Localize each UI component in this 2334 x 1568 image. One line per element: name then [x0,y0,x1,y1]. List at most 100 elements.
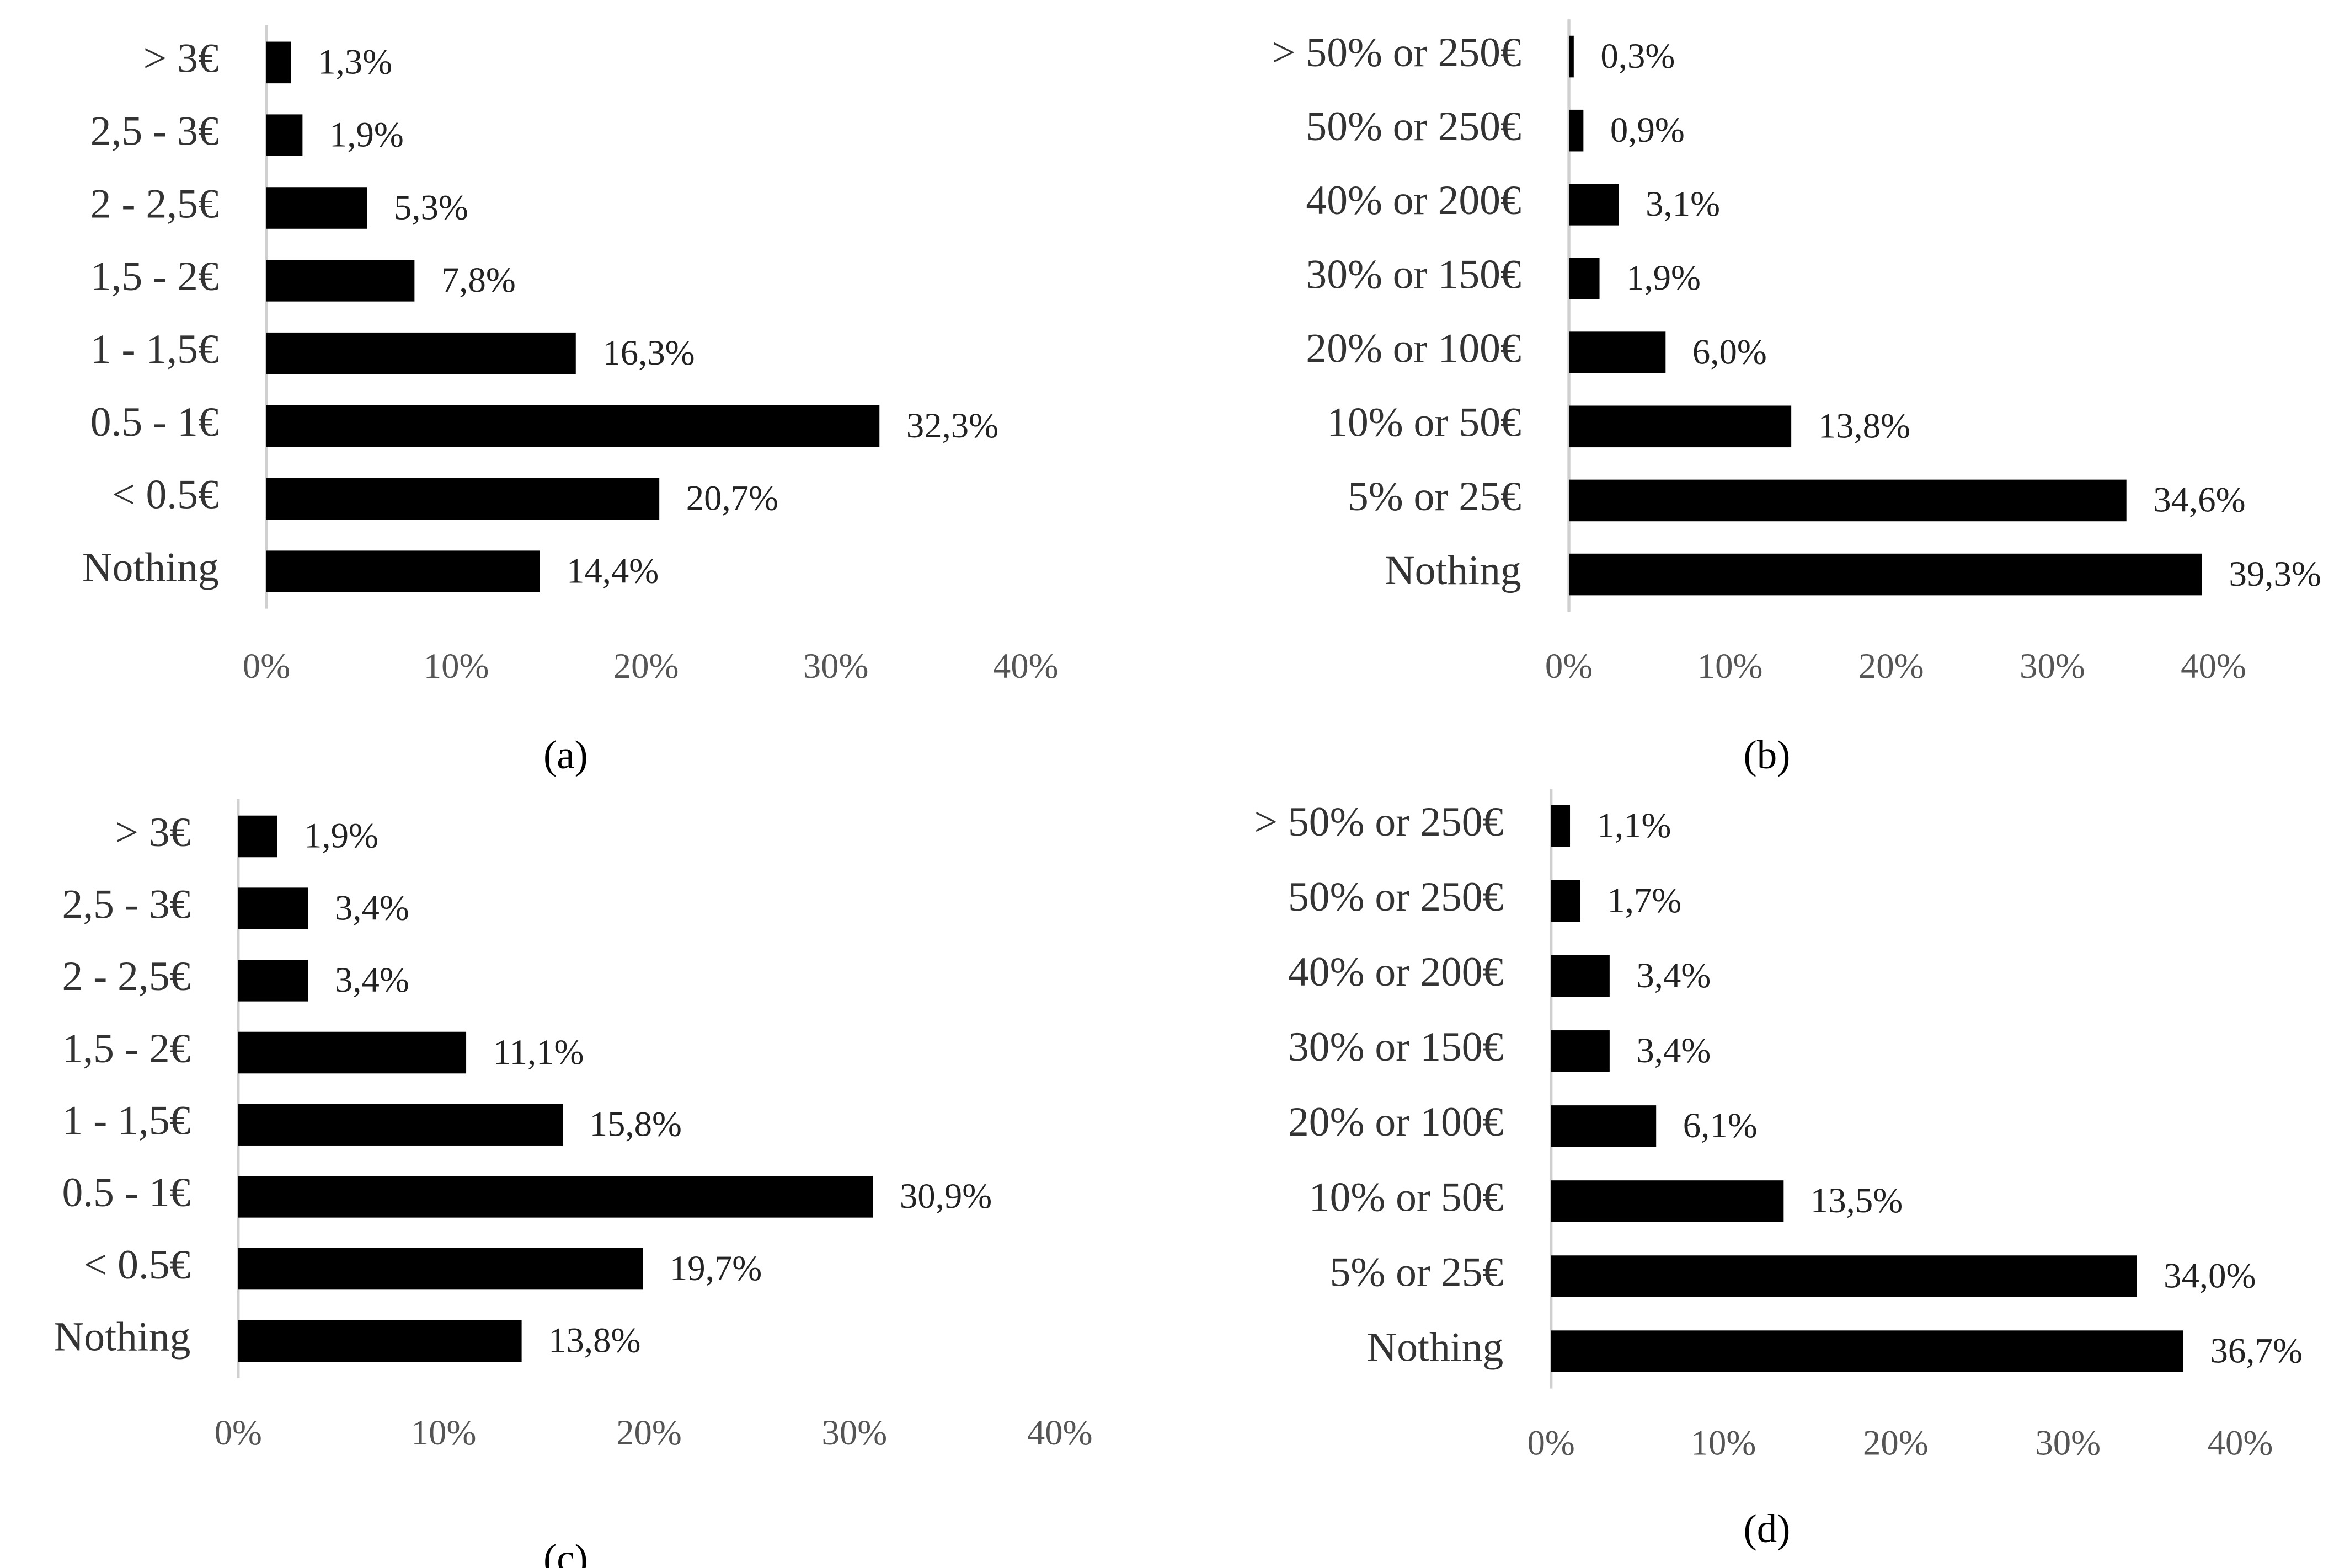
caption: (b) [1743,732,1790,777]
value-label: 7,8% [441,260,516,300]
bar [266,187,367,229]
value-label: 3,4% [1636,1031,1711,1071]
value-label: 3,4% [1636,956,1711,996]
category-label: < 0.5€ [112,472,219,518]
bar [1551,1180,1784,1222]
bar [266,405,880,447]
bar [1551,955,1610,997]
x-tick-label: 0% [1527,1423,1575,1463]
value-label: 32,3% [906,406,998,446]
category-label: 1,5 - 2€ [62,1026,190,1072]
bar [1551,880,1580,922]
value-label: 3,1% [1646,184,1720,224]
category-label: Nothing [82,545,219,591]
bar [1551,1330,2183,1372]
category-label: 10% or 50€ [1327,400,1521,446]
category-label: < 0.5€ [84,1242,191,1288]
caption: (d) [1743,1506,1790,1551]
value-label: 14,4% [567,551,659,591]
x-tick-label: 20% [1863,1423,1929,1463]
x-tick-label: 30% [2020,646,2085,686]
value-label: 1,9% [329,115,404,154]
category-label: 30% or 150€ [1288,1024,1503,1070]
bar [238,960,308,1002]
category-label: 50% or 250€ [1306,104,1521,149]
category-label: > 3€ [115,810,190,855]
x-tick-label: 0% [1545,646,1593,686]
value-label: 16,3% [602,333,695,373]
category-label: 1,5 - 2€ [90,254,219,299]
value-label: 36,7% [2210,1331,2303,1371]
category-label: 2 - 2,5€ [62,954,190,999]
x-tick-label: 40% [2208,1423,2273,1463]
x-tick-label: 40% [993,646,1059,686]
bar [238,1176,873,1218]
category-label: Nothing [1385,548,1521,593]
value-label: 0,9% [1610,110,1685,150]
bar [1569,35,1574,78]
bar [1569,405,1792,448]
value-label: 1,9% [1626,258,1701,298]
value-label: 6,0% [1692,332,1767,372]
value-label: 11,1% [493,1032,584,1072]
x-tick-label: 30% [2035,1423,2101,1463]
category-label: 20% or 100€ [1288,1099,1503,1145]
x-tick-label: 40% [2181,646,2246,686]
category-label: Nothing [54,1314,191,1360]
value-label: 3,4% [335,888,409,928]
value-label: 13,8% [1818,406,1910,446]
x-tick-label: 10% [1697,646,1763,686]
category-label: 20% or 100€ [1306,325,1521,371]
caption: (a) [543,732,588,777]
x-tick-label: 20% [616,1413,682,1453]
bar [1551,1030,1610,1072]
bar [1569,479,2127,522]
category-label: 40% or 200€ [1306,178,1521,223]
category-label: 50% or 250€ [1288,874,1503,920]
value-label: 19,7% [670,1249,762,1288]
x-tick-label: 10% [424,646,489,686]
bar [238,1320,522,1362]
category-label: > 50% or 250€ [1272,30,1521,76]
value-label: 1,9% [304,816,378,856]
x-tick-label: 30% [803,646,869,686]
x-tick-label: 0% [215,1413,262,1453]
category-label: 2,5 - 3€ [62,882,190,928]
value-label: 6,1% [1683,1106,1758,1146]
category-label: 10% or 50€ [1309,1174,1504,1220]
value-label: 1,3% [318,42,392,82]
bar [238,1031,467,1074]
category-label: 2,5 - 3€ [90,109,219,154]
category-label: 30% or 150€ [1306,251,1521,297]
category-label: Nothing [1367,1324,1504,1370]
value-label: 1,7% [1607,881,1681,921]
category-label: 2 - 2,5€ [90,181,219,227]
category-label: 0.5 - 1€ [62,1170,190,1216]
bar [1569,184,1619,226]
category-label: > 3€ [143,36,219,82]
category-label: > 50% or 250€ [1254,799,1504,845]
value-label: 0,3% [1600,36,1675,76]
value-label: 3,4% [335,960,409,1000]
bar [266,114,303,156]
x-tick-label: 0% [243,646,290,686]
value-label: 34,0% [2164,1256,2256,1296]
value-label: 13,8% [548,1320,640,1360]
category-label: 1 - 1,5€ [62,1098,190,1144]
bar [1569,553,2202,596]
bar [266,332,576,374]
bar [266,41,291,84]
value-label: 30,9% [900,1176,992,1216]
bar [238,887,308,929]
value-label: 5,3% [394,188,468,227]
category-label: 5% or 25€ [1330,1249,1504,1295]
x-tick-label: 10% [411,1413,477,1453]
category-label: 5% or 25€ [1348,474,1521,520]
bar [1551,1255,2137,1297]
value-label: 1,1% [1597,806,1671,845]
x-tick-label: 40% [1027,1413,1093,1453]
bar [1551,805,1571,847]
value-label: 20,7% [686,479,778,518]
